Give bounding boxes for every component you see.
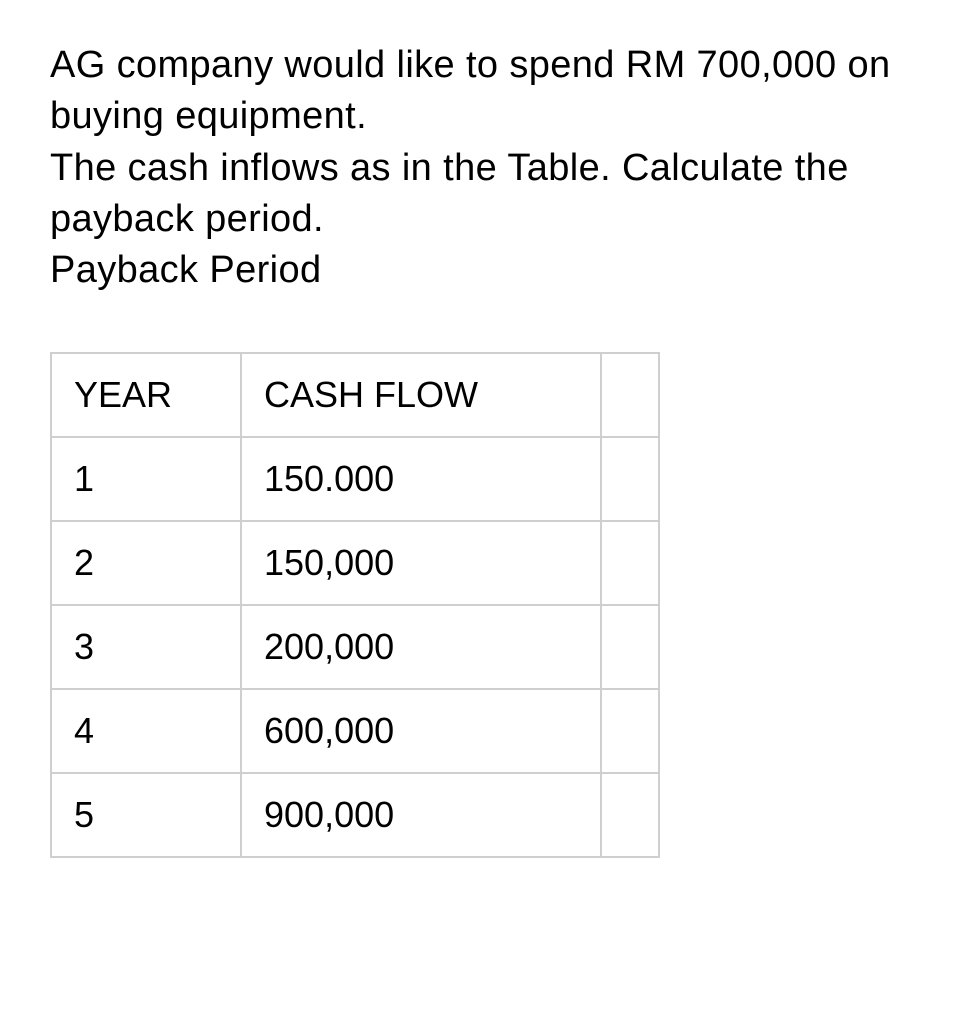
cell-year: 4 <box>51 689 241 773</box>
cell-year: 2 <box>51 521 241 605</box>
table-row: 3 200,000 <box>51 605 659 689</box>
cell-extra <box>601 689 659 773</box>
table-header-row: YEAR CASH FLOW <box>51 353 659 437</box>
problem-text: AG company would like to spend RM 700,00… <box>50 40 924 296</box>
text-line-2: The cash inflows as in the Table. Calcul… <box>50 147 849 240</box>
cell-cashflow: 150,000 <box>241 521 601 605</box>
text-line-1: AG company would like to spend RM 700,00… <box>50 44 891 137</box>
cell-extra <box>601 773 659 857</box>
cell-cashflow: 150.000 <box>241 437 601 521</box>
text-line-3: Payback Period <box>50 249 321 291</box>
cashflow-table-wrap: YEAR CASH FLOW 1 150.000 2 150,000 3 200… <box>50 352 660 858</box>
cell-year: 5 <box>51 773 241 857</box>
cell-extra <box>601 521 659 605</box>
cell-extra <box>601 437 659 521</box>
cell-cashflow: 600,000 <box>241 689 601 773</box>
cashflow-table: YEAR CASH FLOW 1 150.000 2 150,000 3 200… <box>50 352 660 858</box>
cell-cashflow: 900,000 <box>241 773 601 857</box>
table-row: 1 150.000 <box>51 437 659 521</box>
cell-cashflow: 200,000 <box>241 605 601 689</box>
table-row: 4 600,000 <box>51 689 659 773</box>
header-extra <box>601 353 659 437</box>
table-row: 2 150,000 <box>51 521 659 605</box>
cell-extra <box>601 605 659 689</box>
cell-year: 1 <box>51 437 241 521</box>
header-year: YEAR <box>51 353 241 437</box>
header-cashflow: CASH FLOW <box>241 353 601 437</box>
table-row: 5 900,000 <box>51 773 659 857</box>
cell-year: 3 <box>51 605 241 689</box>
